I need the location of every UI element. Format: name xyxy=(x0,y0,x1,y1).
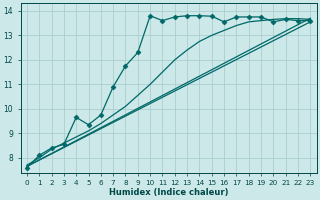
X-axis label: Humidex (Indice chaleur): Humidex (Indice chaleur) xyxy=(109,188,228,197)
